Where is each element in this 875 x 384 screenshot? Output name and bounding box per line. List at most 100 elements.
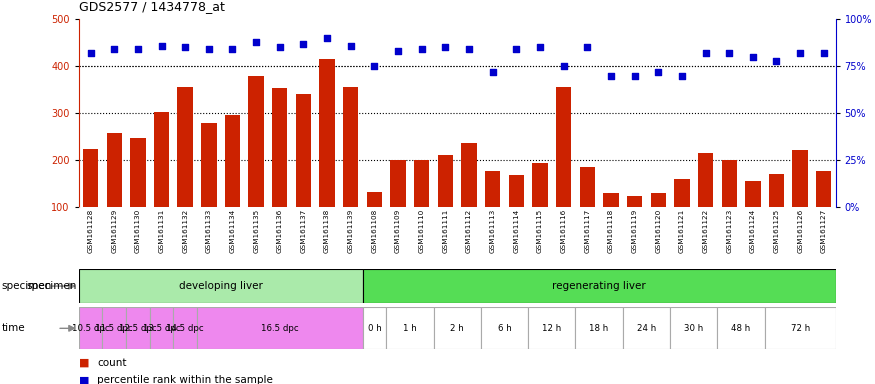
- Point: [486, 69, 500, 75]
- Point: [178, 45, 192, 51]
- Bar: [201, 123, 216, 207]
- Text: 16.5 dpc: 16.5 dpc: [261, 324, 298, 333]
- Bar: [532, 163, 548, 207]
- Bar: [248, 76, 264, 207]
- Text: 2 h: 2 h: [451, 324, 464, 333]
- Point: [155, 43, 169, 49]
- Point: [202, 46, 216, 52]
- Point: [769, 58, 783, 64]
- Bar: [130, 138, 145, 207]
- Bar: [150, 307, 173, 349]
- Bar: [362, 269, 836, 303]
- Text: 12.5 dpc: 12.5 dpc: [119, 324, 157, 333]
- Bar: [746, 182, 760, 207]
- Point: [273, 45, 287, 51]
- Point: [627, 73, 641, 79]
- Bar: [603, 193, 619, 207]
- Point: [698, 50, 712, 56]
- Text: specimen: specimen: [2, 281, 52, 291]
- Bar: [343, 88, 359, 207]
- Point: [438, 45, 452, 51]
- Bar: [576, 307, 623, 349]
- Bar: [670, 307, 718, 349]
- Point: [368, 63, 382, 70]
- Point: [509, 46, 523, 52]
- Point: [84, 50, 98, 56]
- Text: 24 h: 24 h: [637, 324, 656, 333]
- Text: 11.5 dpc: 11.5 dpc: [95, 324, 133, 333]
- Point: [462, 46, 476, 52]
- Bar: [461, 143, 477, 207]
- Point: [533, 45, 547, 51]
- Point: [415, 46, 429, 52]
- Point: [556, 63, 570, 70]
- Bar: [272, 88, 288, 207]
- Bar: [414, 161, 430, 207]
- Bar: [225, 115, 240, 207]
- Text: 12 h: 12 h: [542, 324, 562, 333]
- Point: [746, 54, 760, 60]
- Text: 6 h: 6 h: [498, 324, 511, 333]
- Text: GDS2577 / 1434778_at: GDS2577 / 1434778_at: [79, 0, 225, 13]
- Text: 30 h: 30 h: [684, 324, 704, 333]
- Bar: [675, 179, 690, 207]
- Bar: [626, 195, 642, 207]
- Text: count: count: [97, 358, 127, 368]
- Bar: [765, 307, 836, 349]
- Text: 18 h: 18 h: [590, 324, 609, 333]
- Text: 14.5 dpc: 14.5 dpc: [166, 324, 204, 333]
- Bar: [556, 88, 571, 207]
- Bar: [178, 88, 192, 207]
- Bar: [579, 167, 595, 207]
- Bar: [816, 170, 831, 207]
- Bar: [508, 175, 524, 207]
- Bar: [698, 153, 713, 207]
- Bar: [481, 307, 528, 349]
- Point: [297, 41, 311, 47]
- Bar: [623, 307, 670, 349]
- Point: [320, 35, 334, 41]
- Point: [793, 50, 807, 56]
- Text: percentile rank within the sample: percentile rank within the sample: [97, 375, 273, 384]
- Text: ■: ■: [79, 358, 89, 368]
- Bar: [722, 161, 737, 207]
- Point: [391, 48, 405, 54]
- Point: [344, 43, 358, 49]
- Bar: [793, 150, 808, 207]
- Bar: [107, 133, 122, 207]
- Text: 10.5 dpc: 10.5 dpc: [72, 324, 109, 333]
- Bar: [485, 170, 500, 207]
- Point: [131, 46, 145, 52]
- Bar: [386, 307, 433, 349]
- Bar: [154, 113, 169, 207]
- Text: 72 h: 72 h: [790, 324, 809, 333]
- Bar: [319, 59, 335, 207]
- Point: [816, 50, 830, 56]
- Point: [604, 73, 618, 79]
- Bar: [79, 307, 102, 349]
- Text: 13.5 dpc: 13.5 dpc: [143, 324, 180, 333]
- Text: 48 h: 48 h: [732, 324, 751, 333]
- Point: [226, 46, 240, 52]
- Bar: [438, 155, 453, 207]
- Text: 1 h: 1 h: [403, 324, 416, 333]
- Bar: [83, 149, 98, 207]
- Point: [675, 73, 689, 79]
- Bar: [197, 307, 362, 349]
- Bar: [362, 307, 386, 349]
- Point: [580, 45, 594, 51]
- Bar: [718, 307, 765, 349]
- Text: regenerating liver: regenerating liver: [552, 281, 646, 291]
- Point: [651, 69, 665, 75]
- Text: ■: ■: [79, 375, 89, 384]
- Text: developing liver: developing liver: [178, 281, 262, 291]
- Point: [108, 46, 122, 52]
- Point: [249, 39, 263, 45]
- Bar: [296, 94, 311, 207]
- Bar: [650, 193, 666, 207]
- Text: time: time: [2, 323, 25, 333]
- Bar: [433, 307, 481, 349]
- Bar: [769, 174, 784, 207]
- Bar: [126, 307, 150, 349]
- Text: 0 h: 0 h: [368, 324, 382, 333]
